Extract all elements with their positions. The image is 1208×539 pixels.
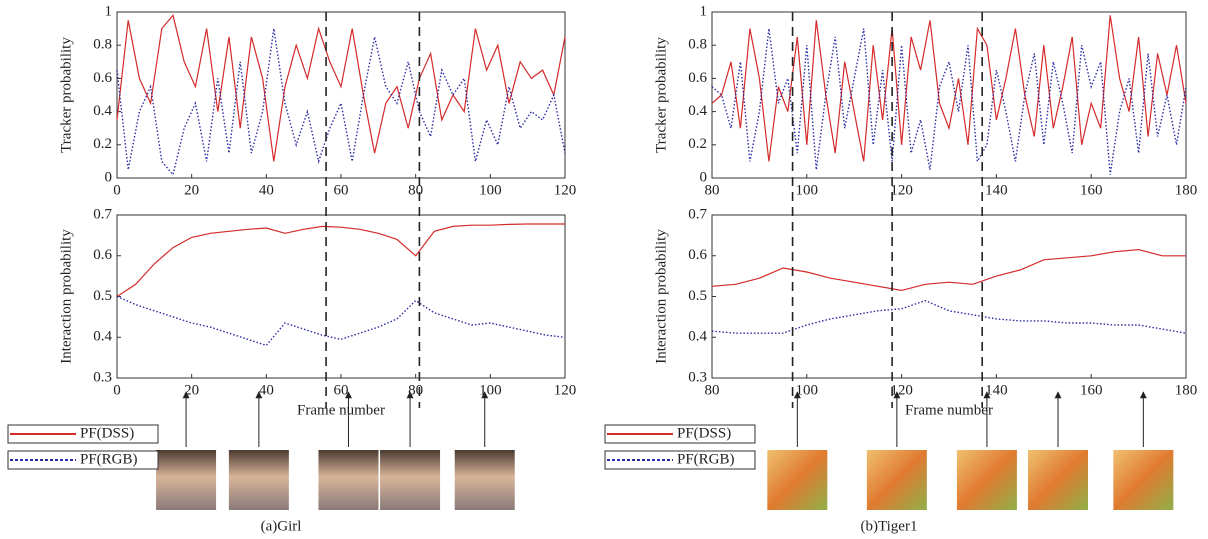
y-tick-label: 0.2 [688,136,707,152]
y-tick-label: 0.7 [688,206,707,222]
y-tick-label: 0.8 [688,37,707,53]
x-tick-label: 100 [479,182,502,198]
y-tick-label: 0 [105,169,113,185]
x-tick-label: 120 [890,182,913,198]
frame-thumbnail [380,450,441,510]
frame-thumbnail [454,450,515,510]
y-tick-label: 0.5 [93,288,112,304]
x-tick-label: 100 [479,382,502,398]
x-tick-label: 80 [705,382,720,398]
x-tick-label: 180 [1175,182,1198,198]
y-tick-label: 0 [700,169,708,185]
series-line [711,299,1187,334]
plot-frame [711,11,1187,179]
legend-label: PF(RGB) [677,451,735,467]
series-line [116,14,566,162]
y-tick-label: 0.2 [93,136,112,152]
series-line [116,223,565,298]
y-tick-label: 0.7 [93,206,112,222]
legend-label: PF(RGB) [80,451,138,467]
x-tick-label: 120 [554,382,577,398]
x-axis-label: Frame number [905,402,993,418]
x-tick-label: 120 [890,382,913,398]
x-tick-label: 60 [334,382,349,398]
frame-thumbnail [866,450,927,510]
frame-thumbnail [228,450,289,510]
x-tick-label: 0 [113,382,121,398]
x-tick-label: 180 [1175,382,1198,398]
y-tick-label: 0.4 [93,103,112,119]
panel-caption: (b)Tiger1 [861,518,918,534]
y-tick-label: 0.6 [93,247,112,263]
y-tick-label: 0.4 [93,329,112,345]
x-tick-label: 160 [1080,182,1103,198]
y-tick-label: 0.4 [688,329,707,345]
plot-frame [711,214,1187,379]
legend-box [7,450,159,470]
legend-box [604,450,756,470]
x-tick-label: 80 [408,182,423,198]
x-tick-label: 100 [796,382,819,398]
panel-caption: (a)Girl [261,518,302,534]
x-tick-label: 100 [796,182,819,198]
y-tick-label: 0.4 [688,103,707,119]
y-tick-label: 0.3 [688,369,707,385]
legend-label: PF(DSS) [677,425,731,441]
y-tick-label: 1 [700,3,708,19]
y-tick-label: 0.6 [688,70,707,86]
frame-thumbnail [1113,450,1174,510]
frame-thumbnail [956,450,1017,510]
x-tick-label: 140 [985,382,1008,398]
x-tick-label: 120 [554,182,577,198]
legend-label: PF(DSS) [80,425,134,441]
frame-thumbnail [318,450,379,510]
y-tick-label: 0.6 [93,70,112,86]
frame-thumbnail [767,450,828,510]
x-axis-label: Frame number [297,402,385,418]
y-tick-label: 0.3 [93,369,112,385]
y-tick-label: 0.5 [688,288,707,304]
frame-thumbnail [156,450,217,510]
x-tick-label: 0 [113,182,121,198]
legend-box [604,424,756,444]
series-line [116,295,566,347]
y-axis-label: Tracker probability [653,37,669,153]
frame-thumbnail [1028,450,1089,510]
y-tick-label: 0.6 [688,247,707,263]
plot-frame [116,11,566,179]
x-tick-label: 160 [1080,382,1103,398]
x-tick-label: 40 [259,182,274,198]
legend-box [7,424,159,444]
x-tick-label: 20 [184,182,199,198]
y-tick-label: 0.8 [93,37,112,53]
x-tick-label: 40 [259,382,274,398]
y-axis-label: Tracker probability [58,37,74,153]
plot-frame [116,214,566,379]
y-axis-label: Interaction probability [58,229,74,364]
series-line [711,248,1186,292]
series-line [711,15,1187,162]
y-axis-label: Interaction probability [653,229,669,364]
series-line [116,28,566,177]
x-tick-label: 140 [985,182,1008,198]
x-tick-label: 80 [705,182,720,198]
y-tick-label: 1 [105,3,113,19]
x-tick-label: 60 [334,182,349,198]
